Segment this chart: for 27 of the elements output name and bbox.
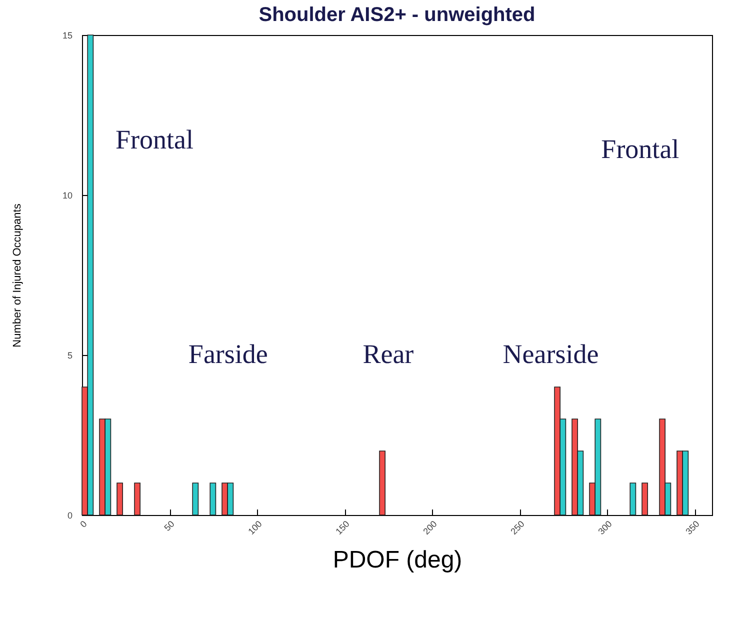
y-tick-label: 0 bbox=[67, 510, 72, 520]
bar bbox=[379, 450, 386, 516]
bar bbox=[642, 482, 648, 516]
annotation: Frontal bbox=[601, 134, 680, 164]
y-tick-label: 15 bbox=[62, 30, 72, 40]
x-tick-label: 300 bbox=[596, 518, 614, 536]
x-axis-title: PDOF (deg) bbox=[332, 546, 462, 574]
x-tick-label: 250 bbox=[508, 518, 526, 536]
x-tick-label: 350 bbox=[684, 518, 702, 536]
bar bbox=[134, 482, 140, 516]
x-tick-label: 150 bbox=[334, 518, 352, 536]
x-tick-label: 200 bbox=[421, 518, 439, 536]
x-tick-label: 100 bbox=[246, 518, 264, 536]
y-tick-label: 5 bbox=[67, 350, 72, 360]
bar bbox=[116, 482, 123, 516]
x-tick-label: 0 bbox=[78, 518, 89, 530]
annotation: Farside bbox=[188, 339, 268, 370]
bar bbox=[192, 482, 199, 516]
annotation: Frontal bbox=[115, 124, 194, 155]
y-axis-title: Number of Injured Occupants bbox=[11, 203, 24, 348]
annotation: Rear bbox=[362, 339, 414, 370]
chart-title: Shoulder AIS2+ - unweighted bbox=[258, 4, 536, 26]
x-tick-label: 50 bbox=[162, 518, 176, 533]
annotation: Nearside bbox=[502, 339, 599, 370]
y-tick-label: 10 bbox=[62, 190, 72, 200]
bar bbox=[210, 482, 216, 516]
bar bbox=[630, 482, 636, 516]
